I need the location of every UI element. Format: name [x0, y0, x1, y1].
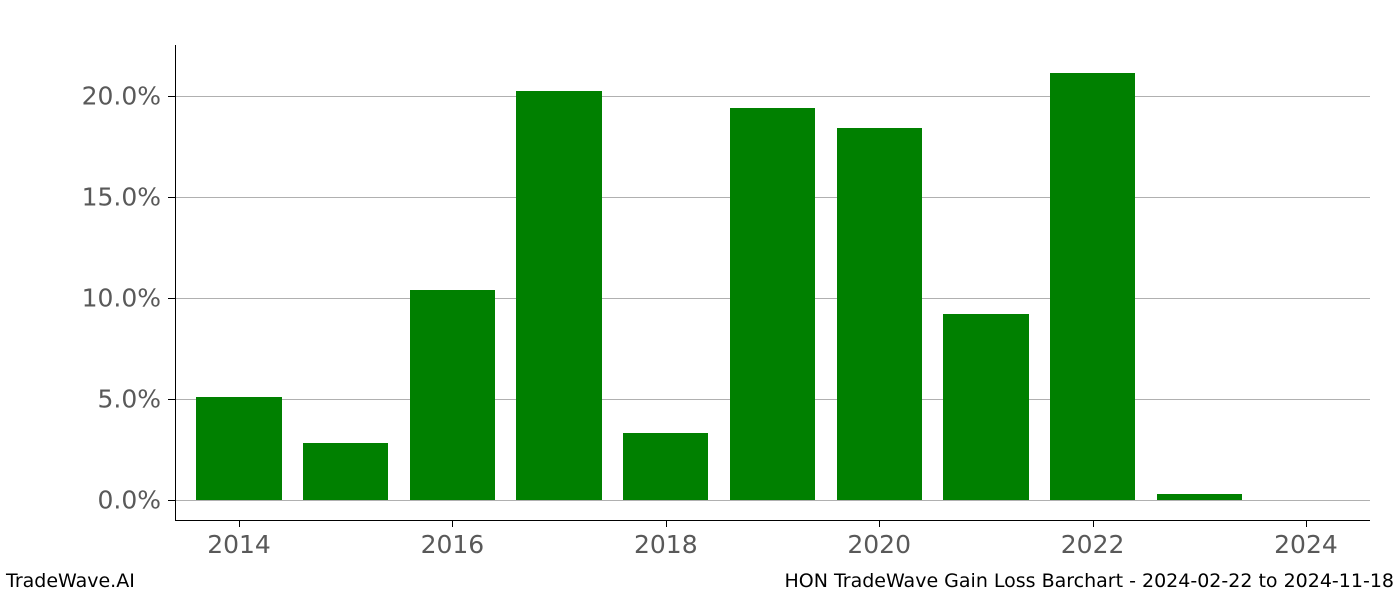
plot-area: 0.0%5.0%10.0%15.0%20.0%20142016201820202… [175, 45, 1370, 520]
chart-container: 0.0% 5.0% 10.0% 15.0% 20.0% 2014 2016 2018 2020 2… [0, 0, 1400, 600]
x-tick-mark [239, 520, 240, 527]
x-tick-label: 2022 [1061, 530, 1125, 559]
bar [1157, 494, 1242, 500]
y-tick-label: 20.0% [11, 81, 161, 110]
y-tick-label: 10.0% [11, 283, 161, 312]
y-tick-label: 0.0% [11, 485, 161, 514]
y-tick-label: 5.0% [11, 384, 161, 413]
bar [730, 108, 815, 500]
footer-right: HON TradeWave Gain Loss Barchart - 2024-… [784, 570, 1394, 592]
x-tick-mark [666, 520, 667, 527]
bar [410, 290, 495, 500]
y-axis-line [175, 45, 176, 520]
x-tick-mark [1093, 520, 1094, 527]
x-tick-label: 2014 [207, 530, 271, 559]
x-tick-label: 2020 [847, 530, 911, 559]
x-tick-mark [879, 520, 880, 527]
gridline [175, 500, 1370, 501]
bar [516, 91, 601, 499]
x-tick-label: 2018 [634, 530, 698, 559]
bar [303, 443, 388, 500]
y-tick-mark [168, 399, 175, 400]
y-tick-mark [168, 197, 175, 198]
y-tick-mark [168, 298, 175, 299]
x-tick-mark [452, 520, 453, 527]
y-tick-label: 15.0% [11, 182, 161, 211]
bar [837, 128, 922, 500]
x-tick-label: 2024 [1274, 530, 1338, 559]
gridline [175, 96, 1370, 97]
bar [196, 397, 281, 500]
bar [943, 314, 1028, 500]
bar [623, 433, 708, 500]
x-tick-label: 2016 [421, 530, 485, 559]
bar [1050, 73, 1135, 499]
y-tick-mark [168, 500, 175, 501]
y-tick-mark [168, 96, 175, 97]
x-axis-line [175, 520, 1370, 521]
footer-left: TradeWave.AI [6, 570, 135, 592]
x-tick-mark [1306, 520, 1307, 527]
